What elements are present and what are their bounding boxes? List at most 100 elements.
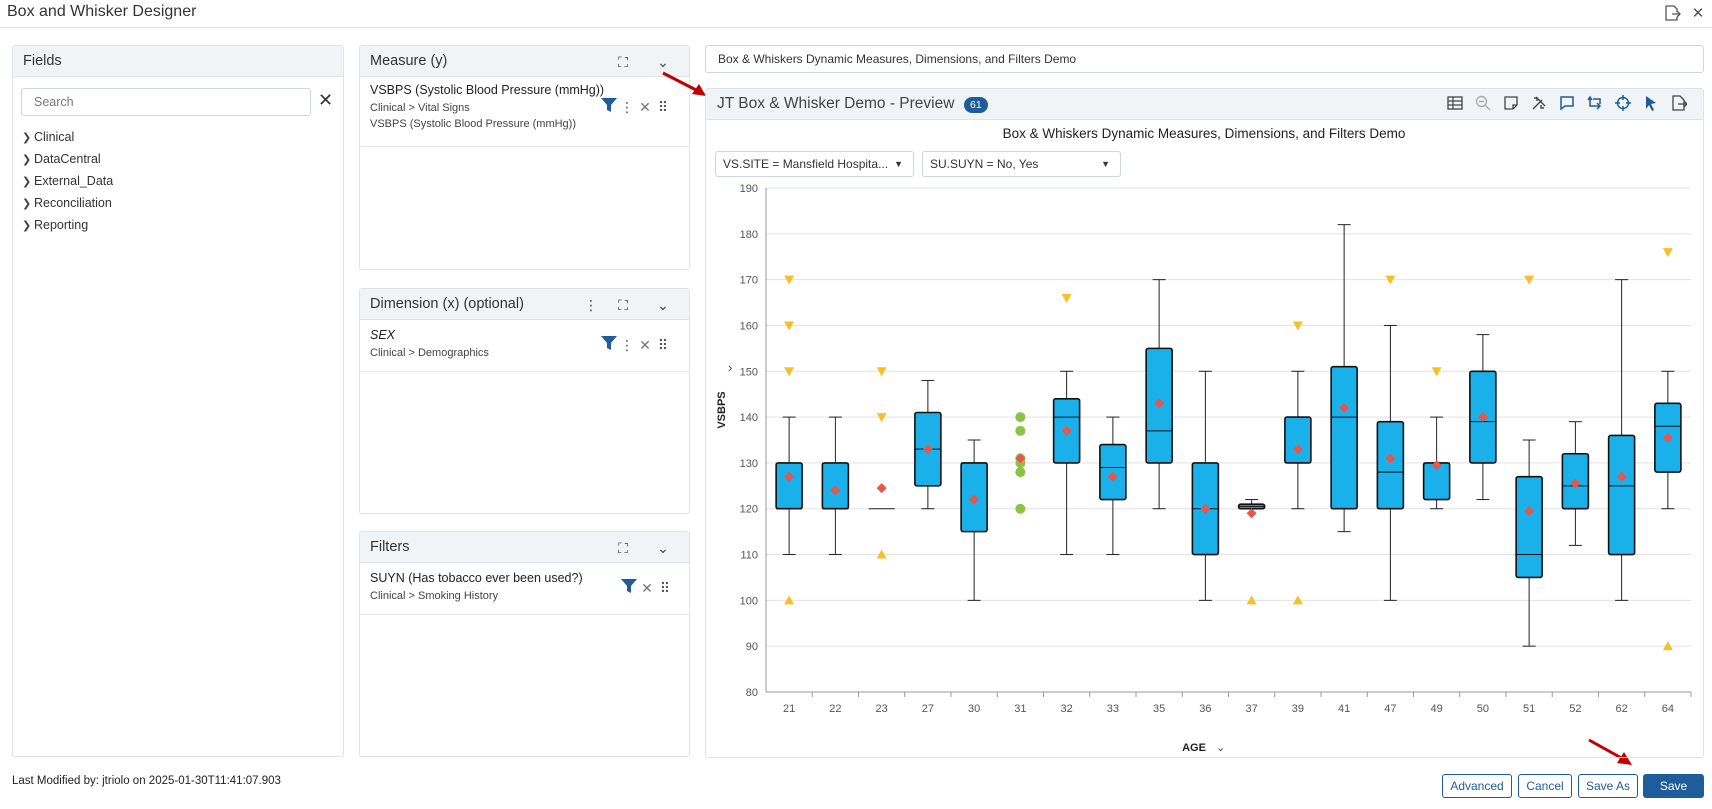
data-point <box>1015 467 1026 478</box>
measure-field-card[interactable]: VSBPS (Systolic Blood Pressure (mmHg)) C… <box>360 77 689 147</box>
filter-icon[interactable] <box>600 98 618 115</box>
outlier-marker-high <box>784 321 795 331</box>
drag-handle-icon[interactable]: ⠿ <box>659 580 671 596</box>
x-tick-label: 33 <box>1107 703 1119 715</box>
data-point <box>1015 412 1026 423</box>
outlier-marker-high <box>784 275 795 285</box>
dimension-panel-title: Dimension (x) (optional) <box>370 296 524 312</box>
filter-icon[interactable] <box>620 579 638 596</box>
x-axis-toggle-icon[interactable]: ⌄ <box>1216 742 1225 754</box>
drag-handle-icon[interactable]: ⠿ <box>657 99 669 115</box>
fields-search-input[interactable]: Search <box>21 88 311 116</box>
filter-icon[interactable] <box>600 336 618 353</box>
y-tick-label: 170 <box>740 275 758 287</box>
export-icon[interactable] <box>1662 4 1682 24</box>
table-icon[interactable] <box>1444 95 1466 115</box>
dimension-field-card[interactable]: SEX Clinical > Demographics ⋮ ✕ ⠿ <box>360 320 689 372</box>
box-body <box>1330 365 1358 510</box>
more-vertical-icon[interactable]: ⋮ <box>620 99 634 115</box>
outlier-marker-high <box>1431 367 1442 377</box>
chart-boxes <box>775 224 1682 651</box>
chevron-right-icon: ❯ <box>22 154 32 166</box>
mean-marker <box>1385 453 1396 464</box>
caret-down-icon: ▼ <box>894 159 903 169</box>
save-as-button[interactable]: Save As <box>1578 774 1638 798</box>
export-icon[interactable] <box>1668 95 1690 115</box>
measure-panel: Measure (y) ⛶ ⌄ VSBPS (Systolic Blood Pr… <box>359 45 690 270</box>
y-axis-toggle-icon[interactable]: › <box>728 360 732 375</box>
outlier-marker-low <box>1246 595 1257 605</box>
remove-icon[interactable]: ✕ <box>641 580 653 596</box>
preview-title: JT Box & Whisker Demo - Preview <box>717 95 955 112</box>
tree-item-datacentral[interactable]: ❯ DataCentral <box>22 150 101 168</box>
mean-marker <box>1431 460 1442 471</box>
preview-header: JT Box & Whisker Demo - Preview 61 <box>706 89 1703 120</box>
mean-marker <box>1339 402 1350 413</box>
x-tick-label: 30 <box>968 703 980 715</box>
cancel-button[interactable]: Cancel <box>1518 774 1572 798</box>
remove-icon[interactable]: ✕ <box>639 99 651 115</box>
tree-item-clinical[interactable]: ❯ Clinical <box>22 128 74 146</box>
save-button[interactable]: Save <box>1643 774 1704 798</box>
mean-marker <box>1292 444 1303 455</box>
box-27 <box>914 379 942 510</box>
x-tick-label: 35 <box>1153 703 1165 715</box>
chevron-right-icon: ❯ <box>22 220 32 232</box>
caret-down-icon: ▼ <box>1101 159 1110 169</box>
mean-marker <box>1477 412 1488 423</box>
mean-marker <box>1524 506 1535 517</box>
more-vertical-icon[interactable]: ⋮ <box>620 337 634 353</box>
x-tick-label: 41 <box>1338 703 1350 715</box>
box-49 <box>1422 367 1451 510</box>
box-36 <box>1191 370 1220 601</box>
note-icon[interactable] <box>1500 95 1522 115</box>
site-filter-value: VS.SITE = Mansfield Hospita... <box>723 157 889 171</box>
measure-panel-header: Measure (y) ⛶ ⌄ <box>360 46 689 77</box>
tree-item-reporting[interactable]: ❯ Reporting <box>22 216 88 234</box>
chevron-down-icon[interactable]: ⌄ <box>657 540 669 556</box>
mean-marker <box>1246 508 1257 519</box>
drag-handle-icon[interactable]: ⠿ <box>657 337 669 353</box>
search-clear-icon[interactable]: ✕ <box>318 90 334 110</box>
chevron-right-icon: ❯ <box>22 198 32 210</box>
filter-field-card[interactable]: SUYN (Has tobacco ever been used?) Clini… <box>360 563 689 615</box>
filter-field-actions: ✕ ⠿ <box>620 579 674 597</box>
x-tick-label: 51 <box>1523 703 1535 715</box>
chevron-down-icon[interactable]: ⌄ <box>657 297 669 313</box>
box-body <box>1515 475 1543 579</box>
tree-item-external-data[interactable]: ❯ External_Data <box>22 172 113 190</box>
box-30 <box>960 439 988 601</box>
outlier-marker-high <box>1385 275 1396 285</box>
suyn-filter-dropdown[interactable]: SU.SUYN = No, Yes ▼ <box>922 151 1121 177</box>
outlier-marker-high <box>1061 293 1072 303</box>
x-tick-label: 22 <box>829 703 841 715</box>
filter-field-path: Clinical > Smoking History <box>370 590 499 602</box>
y-tick-label: 130 <box>740 458 758 470</box>
box-33 <box>1099 416 1127 556</box>
expand-icon[interactable]: ⛶ <box>618 540 628 556</box>
chevron-down-icon[interactable]: ⌄ <box>657 54 669 70</box>
crosshair-icon[interactable] <box>1612 95 1634 115</box>
outlier-marker-low <box>1292 595 1303 605</box>
remove-icon[interactable]: ✕ <box>639 337 651 353</box>
expand-icon[interactable]: ⛶ <box>618 297 628 313</box>
close-icon[interactable]: ✕ <box>1691 5 1705 22</box>
site-filter-dropdown[interactable]: VS.SITE = Mansfield Hospita... ▼ <box>715 151 914 177</box>
expand-icon[interactable]: ⛶ <box>618 54 628 70</box>
dimension-field-path: Clinical > Demographics <box>370 347 489 359</box>
more-vertical-icon[interactable]: ⋮ <box>584 297 598 313</box>
y-tick-label: 80 <box>746 687 758 699</box>
tools-icon[interactable] <box>1528 95 1550 115</box>
outlier-marker-high <box>1524 275 1535 285</box>
fields-panel-title: Fields <box>23 53 62 69</box>
chart-name-input[interactable]: Box & Whiskers Dynamic Measures, Dimensi… <box>705 45 1704 73</box>
box-62 <box>1607 279 1636 601</box>
mean-marker <box>784 471 795 482</box>
pointer-icon[interactable] <box>1640 95 1662 115</box>
y-tick-label: 110 <box>740 550 758 562</box>
tree-item-reconciliation[interactable]: ❯ Reconciliation <box>22 194 112 212</box>
advanced-button[interactable]: Advanced <box>1442 774 1512 798</box>
swap-axes-icon[interactable] <box>1584 95 1606 115</box>
zoom-out-icon[interactable] <box>1472 95 1494 115</box>
comment-icon[interactable] <box>1556 95 1578 115</box>
